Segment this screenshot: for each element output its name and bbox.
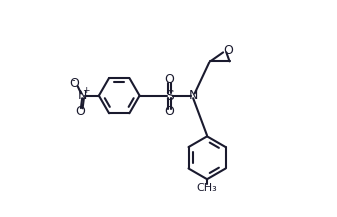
Text: O: O xyxy=(70,77,80,90)
Text: -: - xyxy=(72,76,75,85)
Text: N: N xyxy=(78,89,88,102)
Text: N: N xyxy=(188,89,198,102)
Text: +: + xyxy=(82,86,89,95)
Text: O: O xyxy=(223,44,234,57)
Text: O: O xyxy=(165,73,175,86)
Text: O: O xyxy=(76,105,86,118)
Text: S: S xyxy=(165,89,174,103)
Text: O: O xyxy=(165,105,175,118)
Text: CH₃: CH₃ xyxy=(197,183,217,193)
